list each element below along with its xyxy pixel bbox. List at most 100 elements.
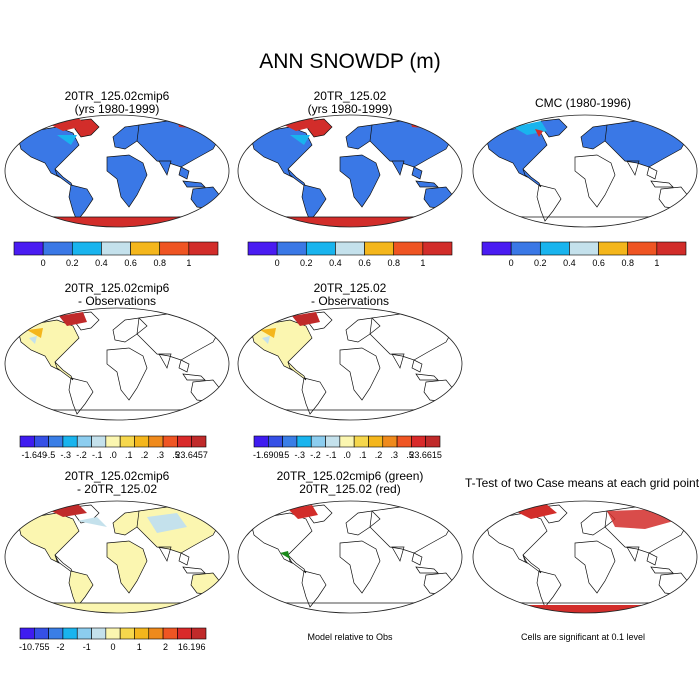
map-border [4, 500, 230, 614]
panel-title-p8: 20TR_125.02cmip6 (green) 20TR_125.02 (red… [276, 469, 424, 496]
map-border [237, 307, 463, 421]
colorbar-tick-label: -.2 [310, 450, 321, 460]
colorbar-cell [159, 241, 190, 256]
colorbar-p1: 0 0.2 0.4 0.6 0.8 1 [13, 241, 219, 268]
colorbar-tick-label: -.1 [92, 450, 103, 460]
colorbar-tick-label: .0 [109, 450, 117, 460]
land-africa [339, 540, 381, 594]
colorbar-cell [396, 435, 412, 448]
colorbar-cell [62, 435, 78, 448]
colorbar-cell [19, 435, 35, 448]
colorbar-tick-label: .0 [343, 450, 351, 460]
note-significance: Cells are significant at 0.1 level [520, 632, 646, 642]
map-border [237, 114, 463, 228]
panel-title-p9: T-Test of two Case means at each grid po… [464, 476, 700, 490]
colorbar-tick-label: 23.6615 [409, 450, 442, 460]
colorbar-tick-label: .2 [141, 450, 149, 460]
land-india [391, 353, 405, 369]
colorbar-cell [71, 241, 102, 256]
colorbar-tick-label: 0.8 [153, 258, 166, 268]
land-seasia [411, 359, 423, 373]
colorbar-cell [191, 627, 207, 640]
colorbar-cell [130, 241, 161, 256]
colorbar-tick-label: 0 [509, 258, 514, 268]
colorbar-p5: -1.6909-.5 -.3 -.2 -.1 .0 .1 .2 .3 .523.6615 [253, 435, 442, 460]
colorbar-tick-label: 0 [275, 258, 280, 268]
colorbar-cell [539, 241, 570, 256]
colorbar-tick-label: -.3 [295, 450, 306, 460]
land-camerica [522, 168, 542, 188]
colorbar-tick-label: -1 [83, 642, 91, 652]
colorbar-tick-label: .3 [156, 450, 164, 460]
colorbar-tick-label: .5 [406, 450, 414, 460]
colorbar-cell [268, 435, 283, 448]
colorbar-tick-label: 0.2 [300, 258, 313, 268]
land-africa [106, 540, 148, 594]
map-p9 [472, 500, 698, 614]
colorbar-tick-label: 2 [163, 642, 168, 652]
colorbar-cell [569, 241, 599, 256]
map-border [472, 114, 698, 228]
colorbar-tick-label: -.5 [45, 450, 56, 460]
colorbar-cell [425, 435, 441, 448]
colorbar-p3: 0 0.2 0.4 0.6 0.8 1 [481, 241, 687, 268]
colorbar-p4: -1.649-.5 -.3 -.2 -.1 .0 .1 .2 .3 .523.6457 [19, 435, 208, 460]
colorbar-cell [339, 435, 355, 448]
colorbar-tick-label: 0.4 [563, 258, 576, 268]
colorbar-tick-label: .2 [375, 450, 383, 460]
colorbar-tick-label: -.3 [61, 450, 72, 460]
colorbar-tick-label: 0.6 [358, 258, 371, 268]
colorbar-cell [598, 241, 629, 256]
colorbar-cell [305, 241, 336, 256]
land-europe [112, 317, 148, 343]
land-indonesia [182, 373, 206, 381]
colorbar-cell [382, 435, 398, 448]
land-africa [574, 540, 616, 594]
colorbar-cell [247, 241, 278, 256]
colorbar-cell [105, 627, 121, 640]
land-samerica [536, 570, 562, 608]
land-indonesia [415, 373, 439, 381]
colorbar-tick-label: .1 [125, 450, 133, 460]
colorbar-tick-label: 0.6 [124, 258, 137, 268]
colorbar-tick-label: 1 [186, 258, 191, 268]
land-antarctica [238, 214, 462, 227]
colorbar-cell [105, 435, 121, 448]
land-antarctica [5, 214, 229, 227]
colorbar-cell [310, 435, 326, 448]
colorbar-tick-label: 0.2 [534, 258, 547, 268]
colorbar-cell [325, 435, 341, 448]
colorbar-cell [177, 435, 192, 448]
colorbar-cell [335, 241, 365, 256]
map-p8 [237, 500, 463, 614]
colorbar-cell [48, 627, 64, 640]
land-india [626, 546, 640, 562]
land-india [391, 160, 405, 176]
colorbar-tick-label: -.2 [76, 450, 87, 460]
land-india [626, 160, 640, 176]
colorbar-cell [191, 435, 207, 448]
land-indonesia [415, 180, 439, 188]
colorbar-cell [162, 627, 178, 640]
colorbar-cell [119, 627, 135, 640]
colorbar-cell [177, 627, 192, 640]
map-p1 [4, 114, 230, 228]
land-india [391, 546, 405, 562]
panel-title-p3: CMC (1980-1996) [534, 96, 632, 110]
colorbar-cell [34, 627, 49, 640]
colorbar-tick-label: 0.4 [329, 258, 342, 268]
land-europe [345, 317, 381, 343]
colorbar-tick-label: -1.6909 [253, 450, 284, 460]
land-seasia [178, 359, 190, 373]
land-camerica [287, 361, 307, 381]
land-samerica [301, 184, 327, 222]
colorbar-cell [48, 435, 64, 448]
land-indonesia [415, 566, 439, 574]
land-india [158, 353, 172, 369]
colorbar-tick-label: 1 [420, 258, 425, 268]
panel-title-p1: 20TR_125.02cmip6 (yrs 1980-1999) [64, 89, 170, 116]
colorbar-cell [42, 241, 73, 256]
colorbar-tick-label: .1 [359, 450, 367, 460]
colorbar-tick-label: -.5 [279, 450, 290, 460]
